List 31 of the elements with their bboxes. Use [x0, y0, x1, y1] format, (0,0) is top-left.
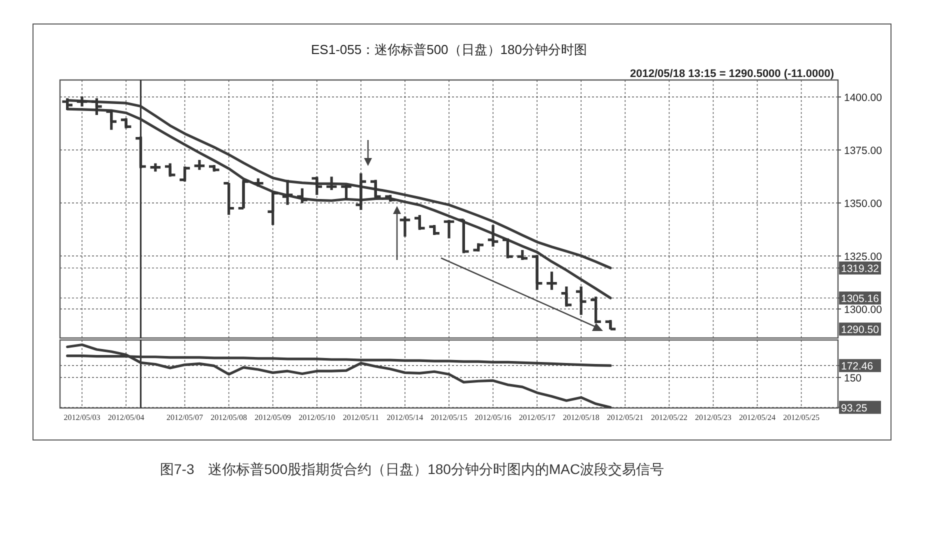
x-tick-label: 2012/05/22	[650, 413, 688, 422]
y-tick-label: 1325.00	[844, 250, 882, 263]
y-tick-label: 150	[844, 372, 862, 384]
chart-title: ES1-055：迷你标普500（日盘）180分钟分时图	[311, 42, 587, 57]
y-tick-label: 1350.00	[844, 198, 882, 210]
text: 1290.50	[841, 324, 879, 336]
x-tick-label: 2012/05/11	[342, 413, 380, 422]
text: 2012/05/18 13:15 = 1290.5000 (-11.0000)	[630, 68, 834, 80]
x-tick-label: 2012/05/10	[298, 413, 336, 422]
x-tick-label: 2012/05/15	[430, 413, 468, 422]
y-tick-label: 93.25	[841, 402, 868, 414]
x-tick-label: 2012/05/21	[606, 413, 644, 422]
caption: 图7-3 迷你标普500股指期货合约（日盘）180分钟分时图内的MAC波段交易信号	[160, 461, 664, 477]
x-tick-label: 2012/05/09	[254, 413, 292, 422]
y-tick-label: 1300.00	[844, 304, 882, 316]
x-tick-label: 2012/05/14	[386, 413, 424, 422]
x-tick-label: 2012/05/23	[695, 413, 732, 422]
x-tick-label: 2012/05/16	[474, 413, 512, 422]
x-tick-label: 2012/05/24	[739, 413, 776, 422]
x-tick-label: 2012/05/03	[64, 413, 100, 422]
y-tick-label: 1319.32	[841, 263, 880, 275]
x-tick-label: 2012/05/04	[108, 413, 144, 422]
x-tick-label: 2012/05/17	[518, 413, 556, 422]
x-tick-label: 2012/05/25	[783, 413, 820, 422]
y-tick-label: 1375.00	[844, 144, 882, 157]
y-tick-label: 172.46	[841, 360, 874, 373]
x-tick-label: 2012/05/18	[562, 413, 600, 422]
y-tick-label: 1400.00	[844, 92, 882, 104]
x-tick-label: 2012/05/08	[210, 413, 248, 422]
x-tick-label: 2012/05/07	[166, 413, 203, 422]
y-tick-label: 1305.16	[841, 293, 880, 306]
